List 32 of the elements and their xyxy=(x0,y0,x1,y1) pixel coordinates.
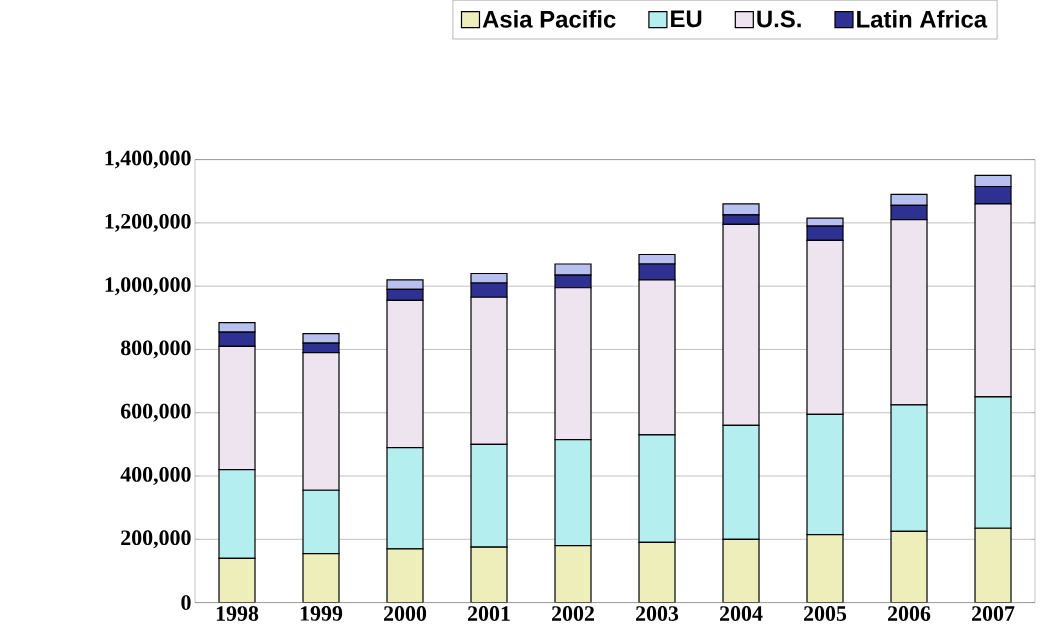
x-tick-label: 2005 xyxy=(804,606,847,622)
x-tick-label: 1999 xyxy=(300,606,343,622)
bar xyxy=(218,557,256,603)
x-tick-label: 2006 xyxy=(888,606,931,622)
y-tick-label: 200,000 xyxy=(121,530,191,549)
x-tick-label: 2000 xyxy=(384,606,427,622)
x-tick-label: 2003 xyxy=(636,606,679,622)
y-tick-label: 1,400,000 xyxy=(105,150,191,169)
bar xyxy=(470,546,508,603)
bar xyxy=(722,538,760,603)
y-tick-label: 0 xyxy=(181,595,191,611)
y-tick-label: 800,000 xyxy=(120,340,191,359)
legend-label: U.S. xyxy=(757,10,801,28)
x-tick-label: 2001 xyxy=(468,606,510,622)
y-tick-label: 400,000 xyxy=(120,467,191,486)
legend-label: EU xyxy=(671,10,702,28)
x-tick-label: 2004 xyxy=(720,606,763,622)
bar xyxy=(890,531,928,603)
bar xyxy=(806,534,844,603)
y-tick-label: 1,200,000 xyxy=(105,214,191,233)
bar xyxy=(302,553,340,603)
bar xyxy=(974,527,1012,603)
bar xyxy=(638,542,676,603)
x-tick-label: 1998 xyxy=(216,606,259,622)
legend-label: Asia Pacific xyxy=(482,10,616,28)
y-tick-label: 1,000,000 xyxy=(105,277,191,296)
bar xyxy=(386,548,424,603)
bar xyxy=(554,545,592,603)
x-tick-label: 2002 xyxy=(552,606,594,622)
x-tick-label: 2007 xyxy=(972,606,1015,622)
legend-label: Latin Africa xyxy=(857,10,988,28)
y-tick-label: 600,000 xyxy=(121,403,191,422)
